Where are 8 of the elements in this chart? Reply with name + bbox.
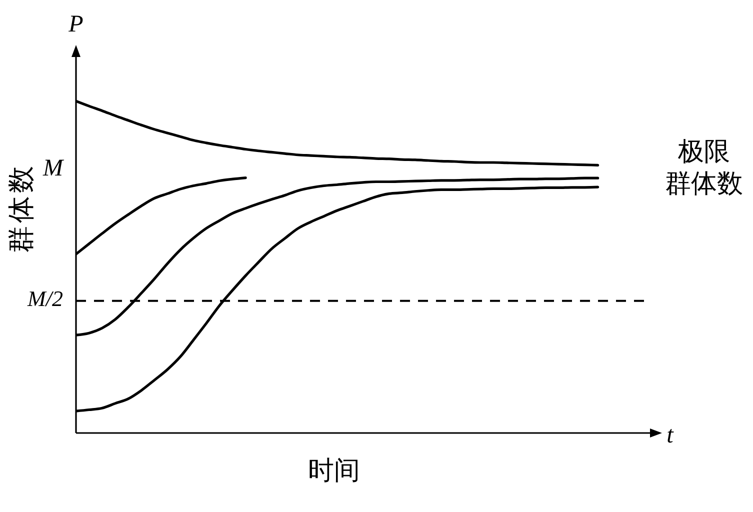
text: 极限 xyxy=(678,136,730,166)
text: t xyxy=(666,422,675,449)
y-axis-title: 群体数 xyxy=(665,168,743,198)
text: 群体数 xyxy=(6,163,36,253)
ref-line-label: M/2 xyxy=(26,286,63,311)
text: M xyxy=(42,156,65,182)
text: P xyxy=(68,12,84,38)
x-axis-title: 时间 xyxy=(308,456,360,485)
